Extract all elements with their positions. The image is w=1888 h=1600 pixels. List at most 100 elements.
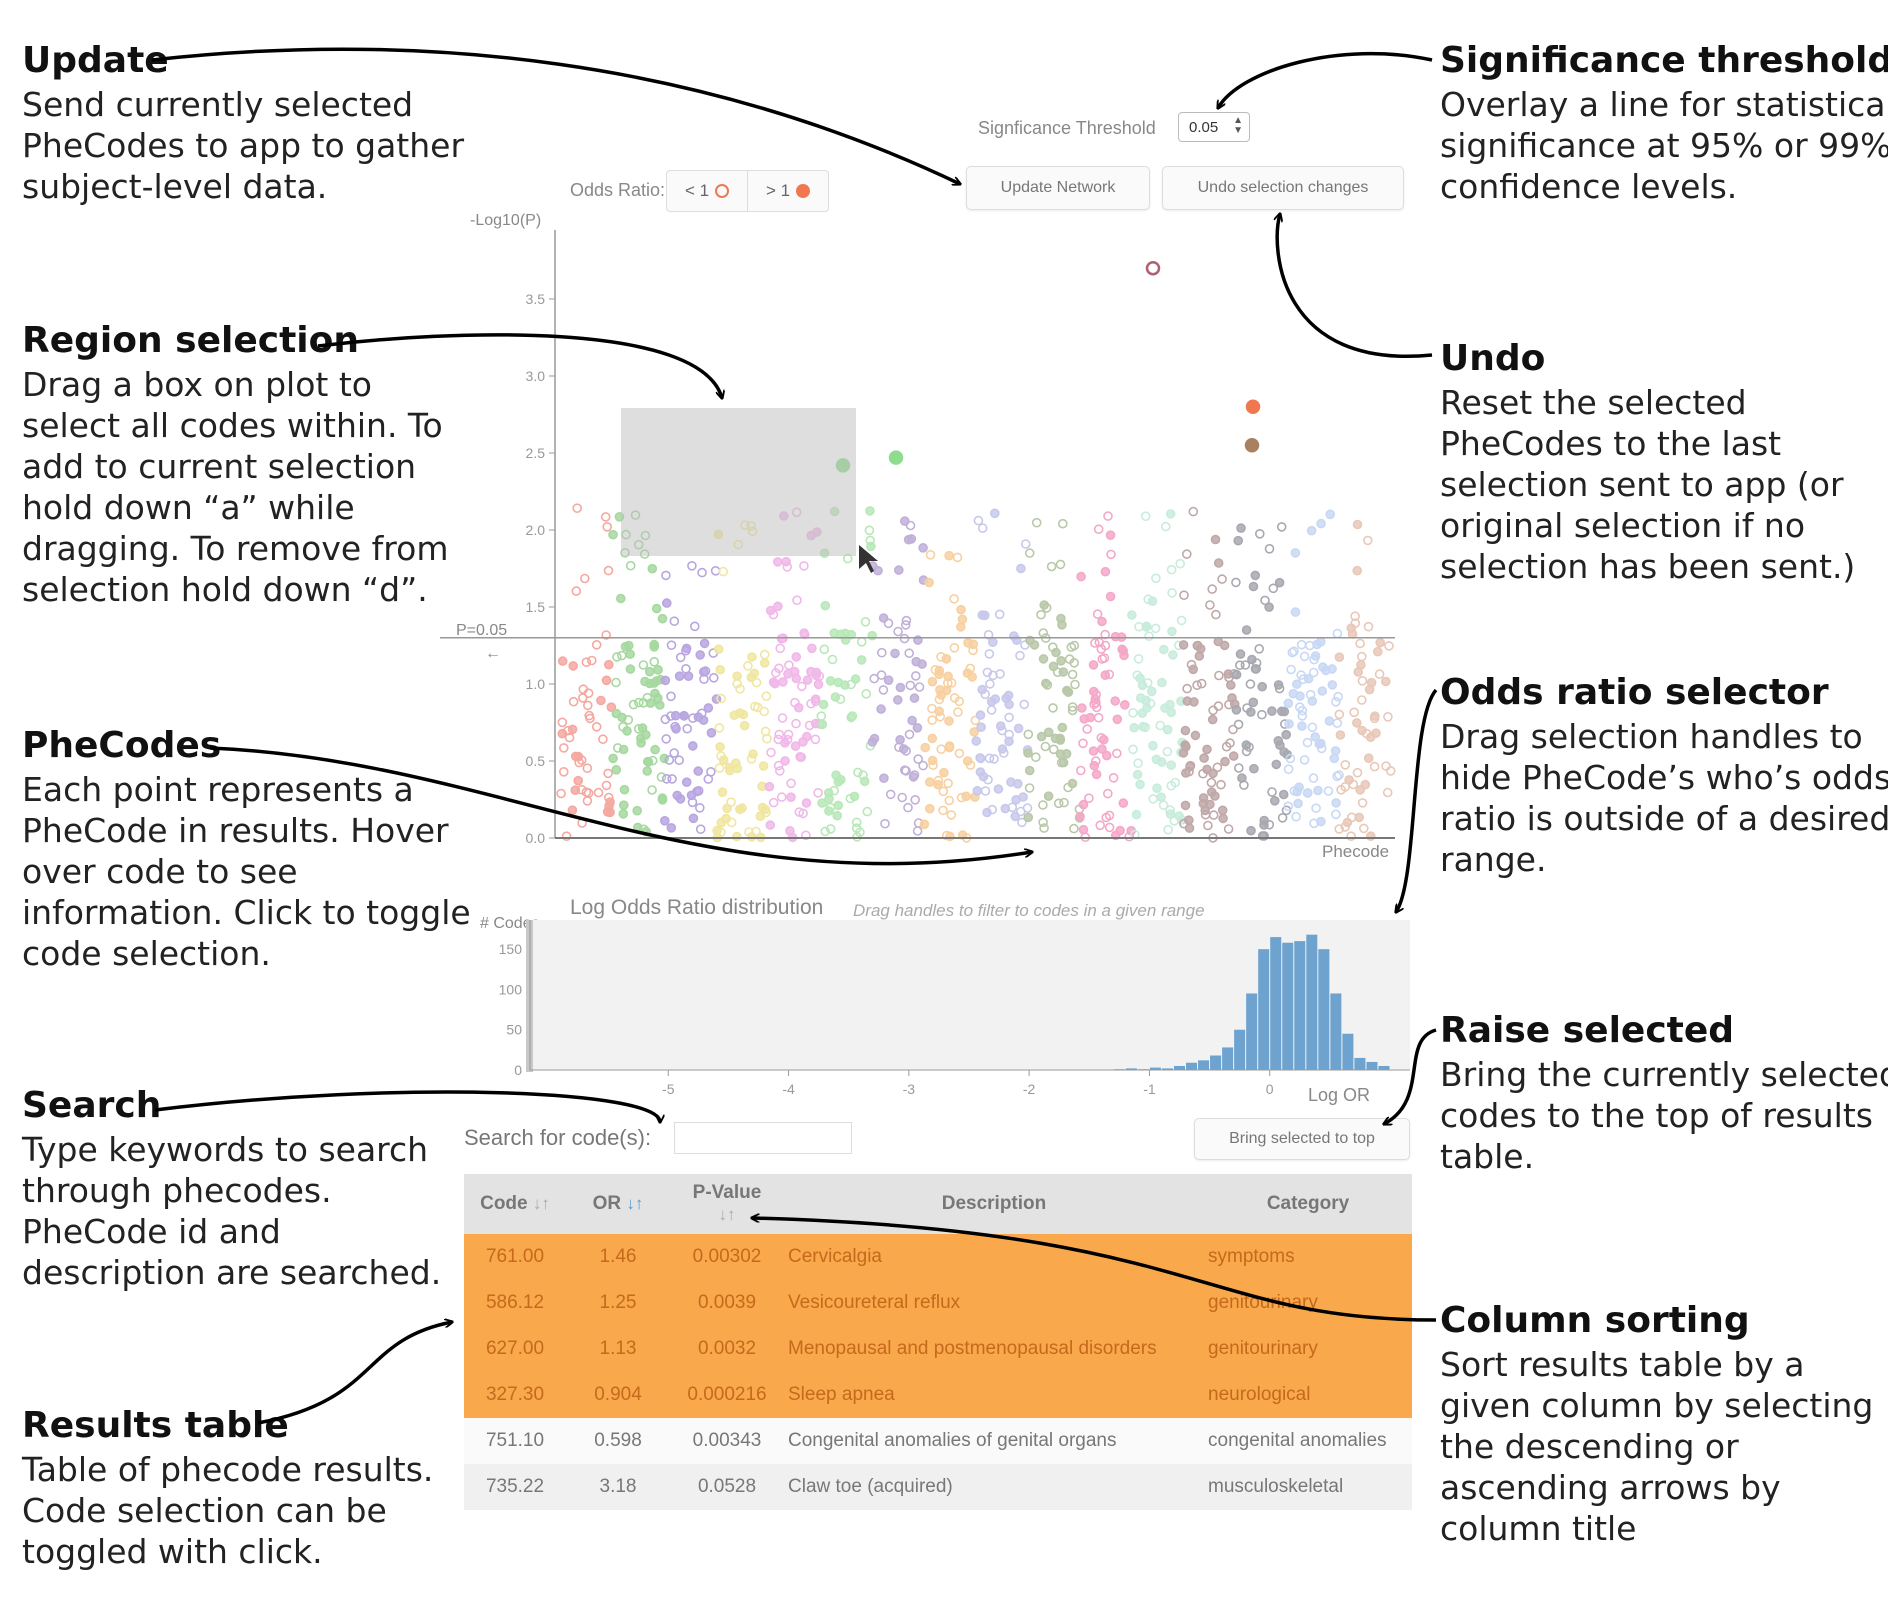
phecode-point[interactable] (939, 767, 949, 778)
phecode-point[interactable] (804, 720, 815, 731)
phecode-point[interactable] (975, 710, 986, 720)
phecode-point[interactable] (885, 789, 896, 800)
phecode-point[interactable] (810, 734, 821, 745)
phecode-point[interactable] (1048, 703, 1058, 713)
phecode-point[interactable] (557, 728, 568, 739)
sort-arrows-icon[interactable]: ↓↑ (626, 1194, 644, 1213)
phecode-point[interactable] (634, 697, 644, 708)
phecode-point[interactable] (675, 652, 686, 663)
phecode-point[interactable] (1316, 518, 1326, 529)
phecode-point[interactable] (1133, 653, 1144, 664)
phecode-point[interactable] (638, 660, 649, 670)
phecode-point[interactable] (1043, 791, 1054, 802)
phecode-point[interactable] (862, 806, 873, 817)
phecode-point[interactable] (1128, 707, 1138, 718)
table-row[interactable]: 761.00 1.46 0.00302 Cervicalgia symptoms (464, 1234, 1412, 1280)
phecode-point[interactable] (732, 831, 742, 842)
phecode-point[interactable] (793, 702, 804, 713)
phecode-point[interactable] (751, 677, 762, 688)
phecode-point[interactable] (605, 797, 615, 807)
phecode-point[interactable] (1179, 590, 1189, 601)
phecode-point[interactable] (899, 633, 910, 644)
phecode-point[interactable] (1199, 753, 1209, 763)
phecode-point[interactable] (985, 679, 995, 689)
phecode-point[interactable] (1128, 744, 1138, 755)
phecode-point[interactable] (910, 671, 921, 681)
phecode-point[interactable] (1090, 638, 1100, 648)
phecode-point[interactable] (1297, 721, 1307, 731)
phecode-point[interactable] (1305, 689, 1316, 700)
phecode-point[interactable] (1383, 711, 1393, 722)
phecode-point[interactable] (1023, 812, 1034, 823)
phecode-point[interactable] (1063, 782, 1073, 793)
phecode-point[interactable] (1088, 746, 1099, 756)
phecode-point[interactable] (570, 785, 581, 796)
phecode-point[interactable] (679, 710, 689, 721)
odds-lt-one-button[interactable]: < 1 (667, 171, 747, 211)
phecode-point[interactable] (1023, 729, 1034, 740)
phecode-point[interactable] (1056, 613, 1066, 624)
phecode-point[interactable] (908, 772, 919, 782)
phecode-point[interactable] (1100, 566, 1111, 577)
phecode-point[interactable] (1047, 642, 1058, 653)
phecode-point[interactable] (645, 698, 656, 709)
phecode-point[interactable] (706, 766, 716, 777)
phecode-point[interactable] (616, 593, 626, 604)
phecode-point[interactable] (860, 616, 871, 627)
phecode-point[interactable] (953, 707, 963, 717)
phecode-point[interactable] (734, 708, 745, 718)
phecode-point[interactable] (1052, 667, 1063, 678)
phecode-point[interactable] (901, 615, 912, 626)
phecode-point[interactable] (1234, 660, 1245, 671)
phecode-point[interactable] (813, 787, 823, 798)
phecode-point[interactable] (1346, 831, 1356, 842)
phecode-point[interactable] (625, 664, 636, 674)
phecode-point[interactable] (1015, 650, 1025, 661)
phecode-point[interactable] (1067, 669, 1078, 680)
phecode-point[interactable] (1110, 696, 1121, 706)
phecode-point[interactable] (1103, 511, 1113, 521)
phecode-point[interactable] (688, 741, 698, 751)
phecode-point[interactable] (758, 761, 769, 771)
phecode-point[interactable] (1357, 675, 1368, 686)
phecode-point[interactable] (625, 649, 635, 660)
phecode-point[interactable] (961, 791, 971, 802)
phecode-point[interactable] (1290, 607, 1301, 617)
phecode-point[interactable] (1158, 644, 1169, 655)
phecode-point[interactable] (1356, 651, 1367, 662)
phecode-point[interactable] (645, 666, 655, 677)
phecode-point[interactable] (1299, 755, 1310, 765)
phecode-point[interactable] (1202, 744, 1212, 755)
phecode-point[interactable] (1099, 653, 1110, 663)
phecode-point[interactable] (905, 520, 916, 531)
phecode-point[interactable] (1170, 777, 1181, 788)
phecode-point[interactable] (1040, 741, 1051, 752)
phecode-point[interactable] (772, 557, 783, 567)
phecode-point[interactable] (1220, 756, 1230, 767)
phecode-point[interactable] (715, 742, 725, 752)
phecode-point[interactable] (1231, 669, 1242, 680)
phecode-point[interactable] (657, 794, 668, 805)
phecode-point[interactable] (1225, 680, 1236, 690)
phecode-point[interactable] (656, 772, 667, 782)
phecode-point[interactable] (681, 777, 692, 788)
phecode-point[interactable] (618, 744, 629, 755)
phecode-point[interactable] (1119, 699, 1130, 710)
phecode-point[interactable] (708, 672, 719, 683)
column-header-code[interactable]: Code ↓↑ (464, 1174, 566, 1234)
phecode-point[interactable] (784, 660, 794, 671)
phecode-point[interactable] (743, 660, 753, 671)
phecode-point[interactable] (957, 614, 968, 625)
phecode-point[interactable] (660, 714, 671, 725)
phecode-point[interactable] (1129, 722, 1139, 733)
phecode-point[interactable] (1231, 577, 1241, 588)
phecode-point[interactable] (1351, 718, 1362, 728)
phecode-point[interactable] (963, 637, 973, 648)
phecode-point[interactable] (666, 691, 676, 702)
phecode-point[interactable] (1023, 748, 1033, 758)
phecode-point[interactable] (827, 654, 838, 665)
phecode-point[interactable] (1334, 770, 1344, 780)
phecode-point[interactable] (1245, 679, 1256, 689)
phecode-point[interactable] (791, 718, 801, 729)
phecode-point[interactable] (971, 736, 982, 746)
